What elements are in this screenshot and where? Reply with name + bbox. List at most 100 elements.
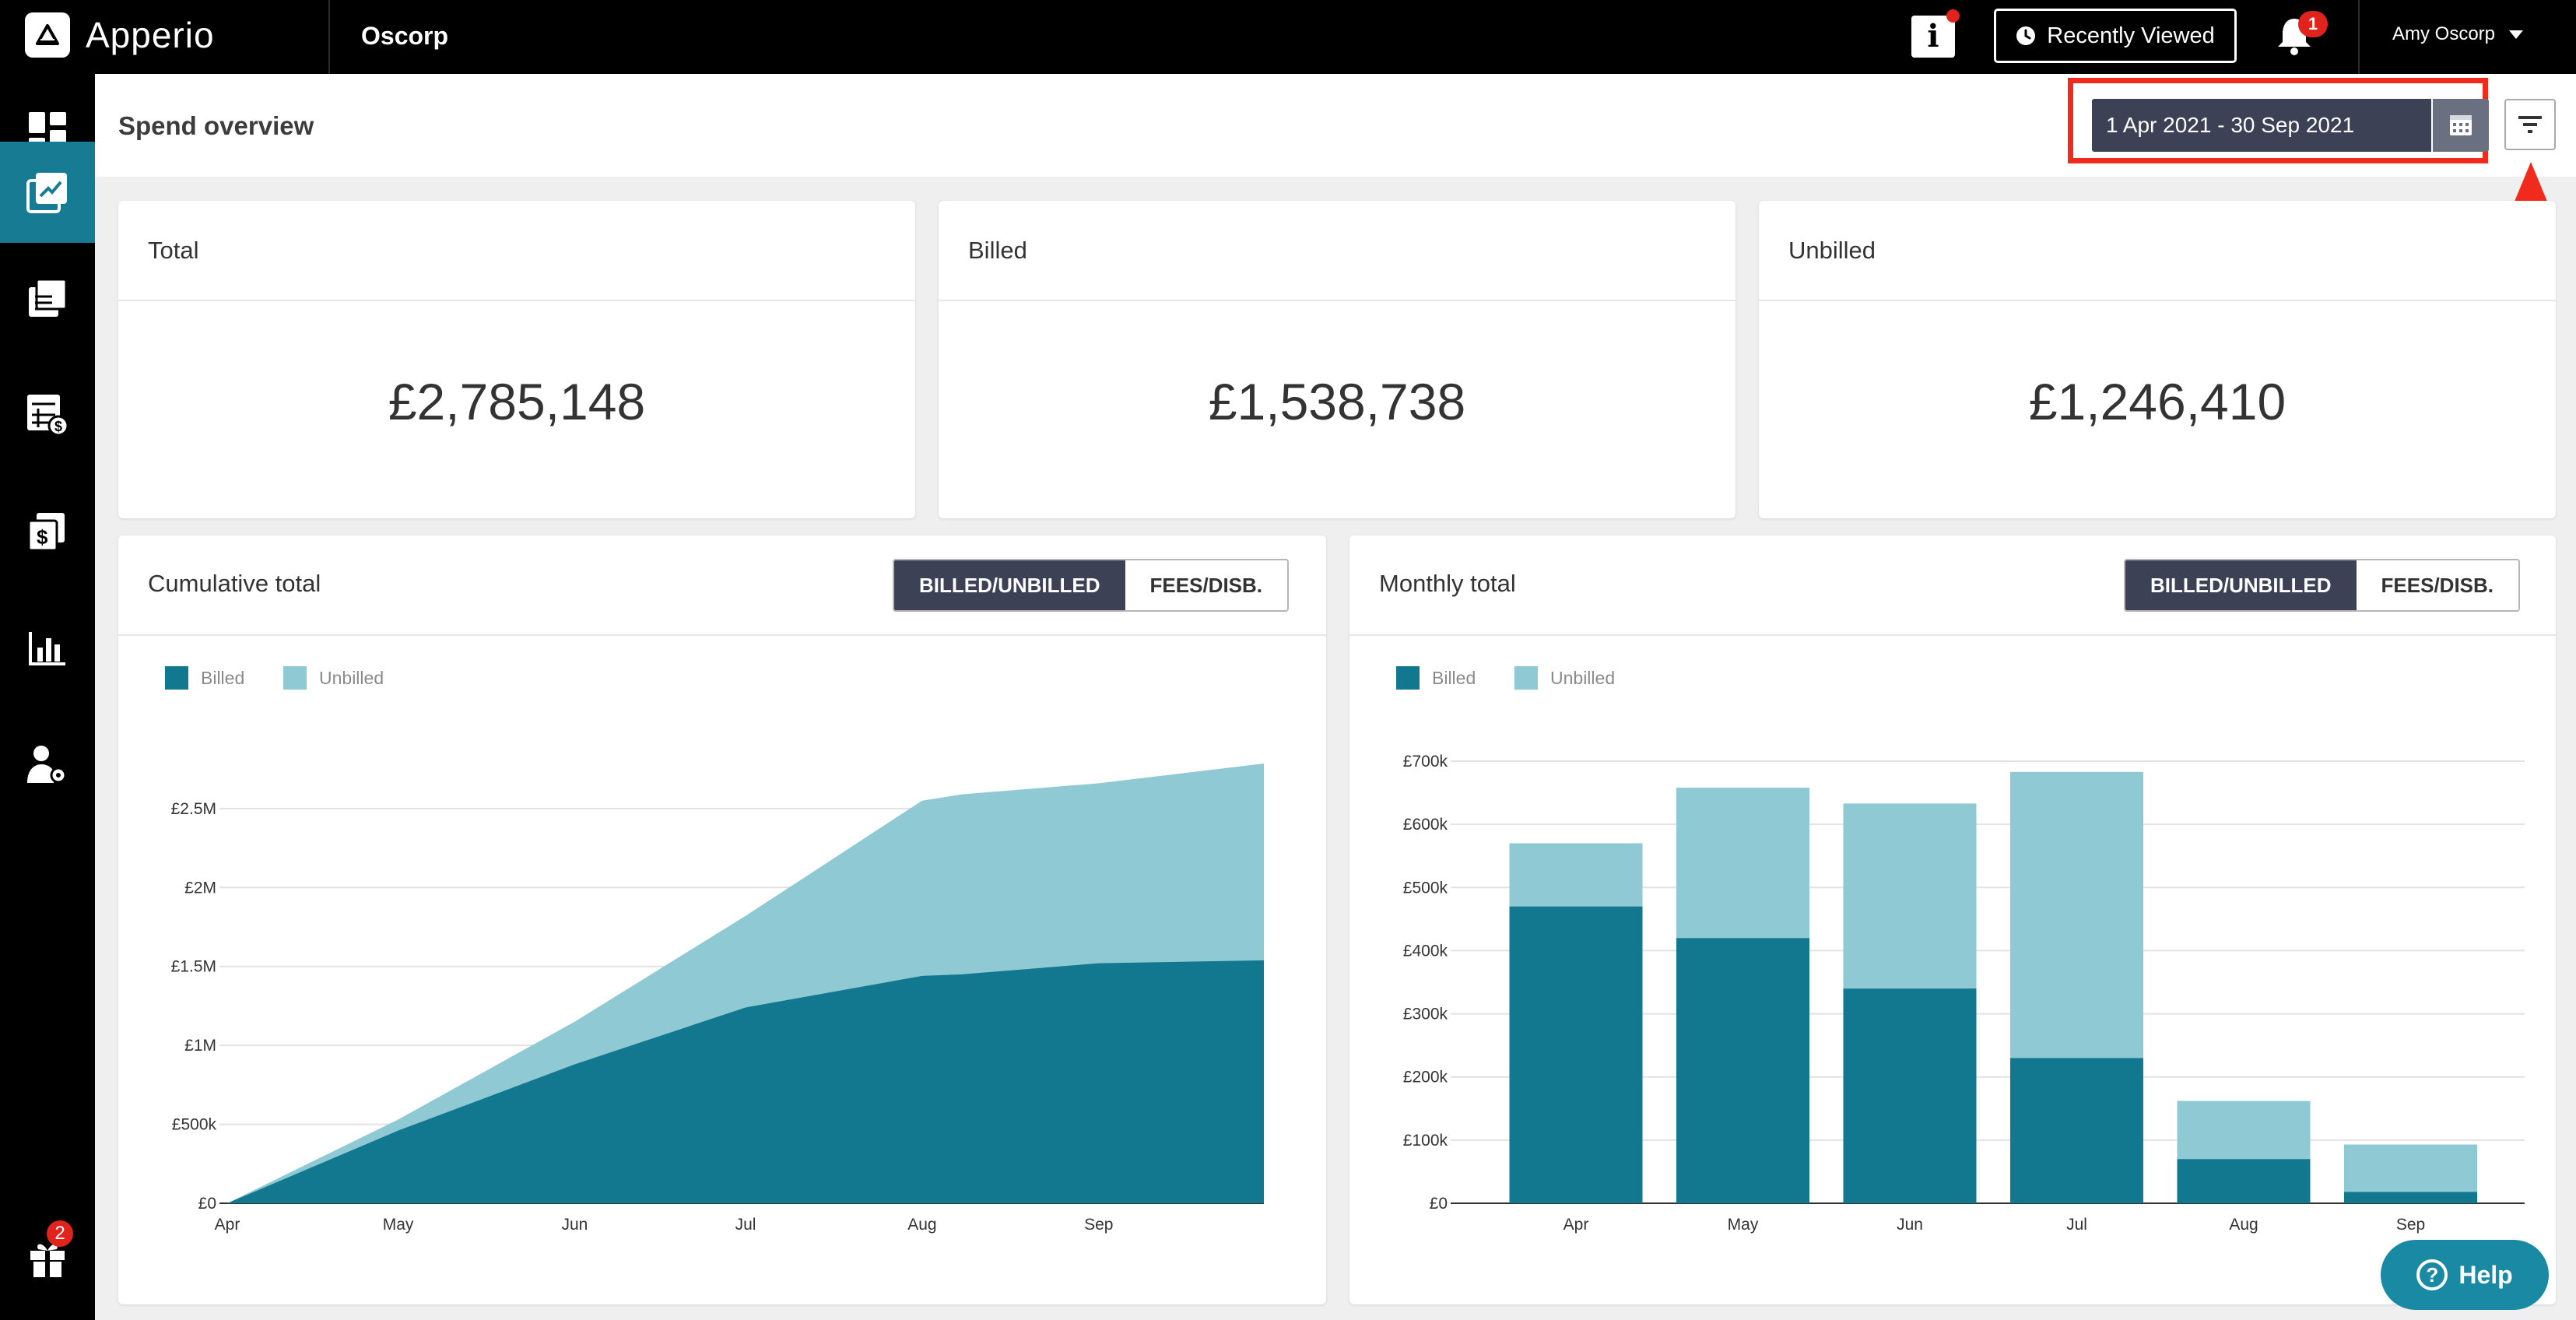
divider (118, 300, 915, 301)
bar-billed (2177, 1159, 2311, 1203)
bar-unbilled (1676, 788, 1809, 939)
sidebar-item-reports[interactable] (0, 598, 95, 699)
x-tick-label: Apr (215, 1216, 240, 1234)
sidebar-item-budgets[interactable]: $ (0, 364, 95, 465)
bar-unbilled (1843, 803, 1977, 989)
question-icon: ? (2416, 1259, 2448, 1290)
y-tick-label: £300k (1403, 1006, 1448, 1023)
page-title: Spend overview (118, 111, 314, 140)
apperio-logo-icon (25, 12, 70, 58)
reports-bar-chart-icon (29, 632, 65, 665)
monthly-chart: £0 £100k £200k £300k £400k £500k £600k £700k Apr… (1403, 753, 2525, 1234)
y-tick-label: £0 (198, 1195, 216, 1213)
gift-icon (30, 1244, 65, 1277)
x-tick-label: Aug (907, 1216, 936, 1234)
y-tick-label: £400k (1403, 942, 1448, 960)
stat-card-billed: Billed £1,538,738 (939, 201, 1735, 518)
legend-item-unbilled[interactable]: Unbilled (283, 666, 384, 690)
sidebar-item-spend-overview[interactable] (0, 142, 95, 243)
help-button[interactable]: ? Help (2381, 1240, 2549, 1310)
stat-value: £1,538,738 (1208, 373, 1466, 430)
cumulative-total-card: Cumulative total BILLED/UNBILLED FEES/DI… (118, 535, 1326, 1304)
legend-label: Billed (201, 667, 245, 688)
legend-swatch (1396, 666, 1420, 690)
legend-label: Billed (1432, 667, 1476, 688)
chart-title: Cumulative total (148, 570, 321, 597)
x-tick-label: Aug (2229, 1216, 2258, 1234)
info-button[interactable]: i (1911, 16, 1955, 58)
user-settings-icon (27, 746, 67, 784)
documents-icon (29, 278, 68, 317)
recently-viewed-label: Recently Viewed (2047, 23, 2215, 48)
filter-icon (2518, 116, 2542, 133)
y-tick-label: £200k (1403, 1069, 1448, 1087)
toggle-billed-unbilled[interactable]: BILLED/UNBILLED (2125, 560, 2357, 610)
recently-viewed-button[interactable]: Recently Viewed (1994, 9, 2237, 63)
x-tick-label: May (1728, 1216, 1759, 1234)
stat-label: Billed (968, 237, 1027, 264)
help-label: Help (2458, 1260, 2513, 1289)
client-name[interactable]: Oscorp (361, 22, 449, 50)
sidebar-item-matters[interactable] (0, 248, 95, 349)
svg-text:$: $ (54, 419, 62, 434)
divider (328, 0, 330, 74)
y-tick-label: £2M (184, 879, 216, 897)
user-menu[interactable]: Amy Oscorp (2392, 23, 2524, 45)
y-tick-label: £700k (1403, 753, 1448, 771)
info-notification-dot (1946, 9, 1960, 23)
x-tick-label: May (383, 1216, 414, 1234)
divider (2358, 0, 2360, 74)
bar-unbilled (1509, 843, 1643, 907)
sidebar-item-invoices[interactable]: $ (0, 481, 95, 582)
clock-icon (2016, 26, 2036, 45)
toggle-billed-unbilled[interactable]: BILLED/UNBILLED (894, 560, 1125, 610)
legend-swatch (283, 666, 307, 690)
chart-mode-toggle: BILLED/UNBILLED FEES/DISB. (2124, 559, 2521, 612)
divider (118, 634, 1326, 636)
y-tick-label: £0 (1430, 1195, 1448, 1213)
divider (1759, 300, 2556, 301)
budget-calculator-icon: $ (27, 395, 69, 437)
y-tick-label: £500k (1403, 879, 1448, 897)
x-tick-label: Sep (1084, 1216, 1113, 1234)
calendar-icon[interactable] (2433, 99, 2489, 152)
sidebar-item-gifts[interactable] (0, 1209, 95, 1310)
bar-billed (2344, 1192, 2477, 1203)
monthly-total-card: Monthly total BILLED/UNBILLED FEES/DISB.… (1349, 535, 2556, 1304)
legend-item-billed[interactable]: Billed (165, 666, 244, 690)
stat-value: £1,246,410 (2028, 373, 2286, 430)
invoices-icon: $ (27, 513, 65, 552)
svg-text:$: $ (37, 525, 48, 549)
y-tick-label: £600k (1403, 816, 1448, 834)
legend-item-unbilled[interactable]: Unbilled (1514, 666, 1615, 690)
chart-title: Monthly total (1379, 570, 1516, 597)
divider (939, 300, 1735, 301)
y-tick-label: £1M (184, 1037, 216, 1055)
x-tick-label: Jul (2066, 1216, 2087, 1234)
bar-billed (1843, 988, 1977, 1203)
y-tick-label: £1.5M (171, 958, 216, 976)
notifications-badge: 1 (2298, 11, 2328, 37)
x-tick-label: Jul (735, 1216, 756, 1234)
chevron-down-icon (2509, 30, 2524, 39)
bar-billed (1676, 938, 1809, 1203)
toggle-fees-disb[interactable]: FEES/DISB. (1125, 560, 1288, 610)
toggle-fees-disb[interactable]: FEES/DISB. (2356, 560, 2519, 610)
filter-button[interactable] (2504, 99, 2556, 150)
app-name: Apperio (86, 15, 215, 55)
date-range-input[interactable]: 1 Apr 2021 - 30 Sep 2021 (2092, 99, 2431, 152)
top-bar: Apperio Oscorp i Recently Viewed 1 Amy O… (0, 0, 2576, 74)
logo[interactable]: Apperio (25, 12, 215, 58)
stat-label: Unbilled (1788, 237, 1876, 264)
bar-billed (2010, 1058, 2143, 1203)
stat-label: Total (148, 237, 199, 264)
legend-swatch (165, 666, 188, 690)
legend-item-billed[interactable]: Billed (1396, 666, 1476, 690)
y-tick-label: £500k (172, 1116, 217, 1134)
sidebar-item-user-settings[interactable] (0, 714, 95, 816)
divider (1349, 634, 2556, 636)
bar-unbilled (2177, 1101, 2311, 1160)
sidebar: $ $ 2 (0, 74, 95, 1320)
y-tick-label: £2.5M (171, 800, 216, 818)
spend-trend-icon (26, 173, 67, 213)
